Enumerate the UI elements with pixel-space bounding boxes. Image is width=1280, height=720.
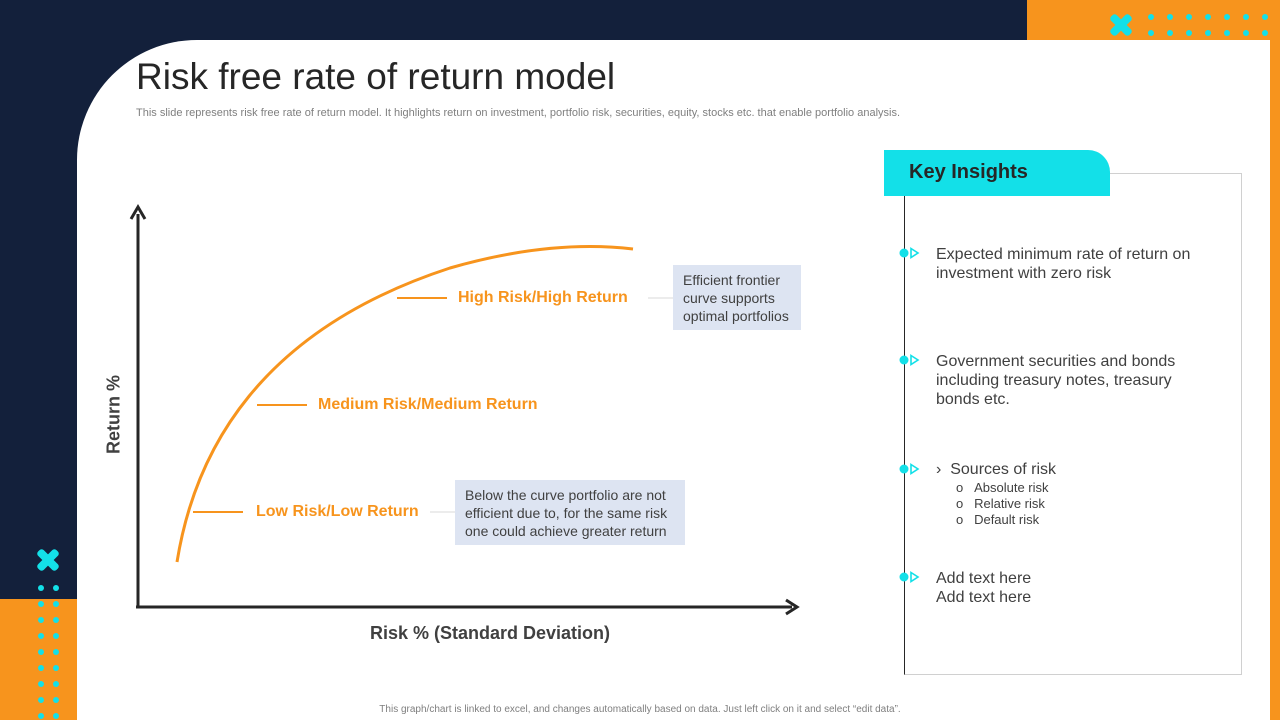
circle-bullet-icon: o: [956, 512, 964, 527]
circle-bullet-icon: o: [956, 496, 964, 511]
bullet-marker-icon: [899, 463, 920, 475]
background-orange-right: [1270, 0, 1280, 720]
x-axis-label: Risk % (Standard Deviation): [369, 623, 611, 643]
cross-decoration-left-icon: [37, 549, 59, 571]
key-insights-tab: [884, 150, 1110, 196]
efficient-frontier-curve: [175, 245, 634, 563]
medium-risk-label: Medium Risk/Medium Return: [318, 396, 538, 413]
risk-source-item: o Default risk: [956, 512, 1040, 527]
dot-pattern-left: [38, 585, 59, 719]
y-axis-label: Return %: [103, 375, 124, 455]
bullet-marker-icon: [899, 354, 920, 366]
low-risk-label: Low Risk/Low Return: [256, 503, 419, 520]
frontier-callout: Efficient frontier curve supports optima…: [673, 265, 801, 330]
x-axis-arrow-icon: [785, 598, 800, 616]
risk-sources-heading: › Sources of risk: [936, 461, 1056, 479]
dot-pattern-top: [1148, 14, 1268, 36]
cross-decoration-icon: [1110, 14, 1132, 36]
risk-source-item: o Relative risk: [956, 496, 1045, 511]
risk-source-item: o Absolute risk: [956, 480, 1049, 495]
chevron-right-icon: ›: [936, 461, 942, 478]
risk-sources-label: Sources of risk: [950, 461, 1057, 478]
key-insights-heading: Key Insights: [909, 161, 1028, 183]
slide-subtitle: This slide represents risk free rate of …: [136, 107, 901, 119]
bullet-marker-icon: [899, 571, 920, 583]
high-risk-label: High Risk/High Return: [458, 289, 628, 306]
insight-item: Government securities and bonds includin…: [936, 353, 1176, 408]
footnote: This graph/chart is linked to excel, and…: [379, 704, 901, 715]
slide-title: Risk free rate of return model: [136, 56, 616, 97]
insight-item: Add text here Add text here: [936, 570, 1032, 606]
insight-item: Expected minimum rate of return on inves…: [936, 246, 1191, 282]
bullet-marker-icon: [899, 247, 920, 259]
y-axis-arrow-icon: [129, 204, 147, 220]
circle-bullet-icon: o: [956, 480, 964, 495]
below-curve-callout: Below the curve portfolio are not effici…: [455, 480, 685, 545]
